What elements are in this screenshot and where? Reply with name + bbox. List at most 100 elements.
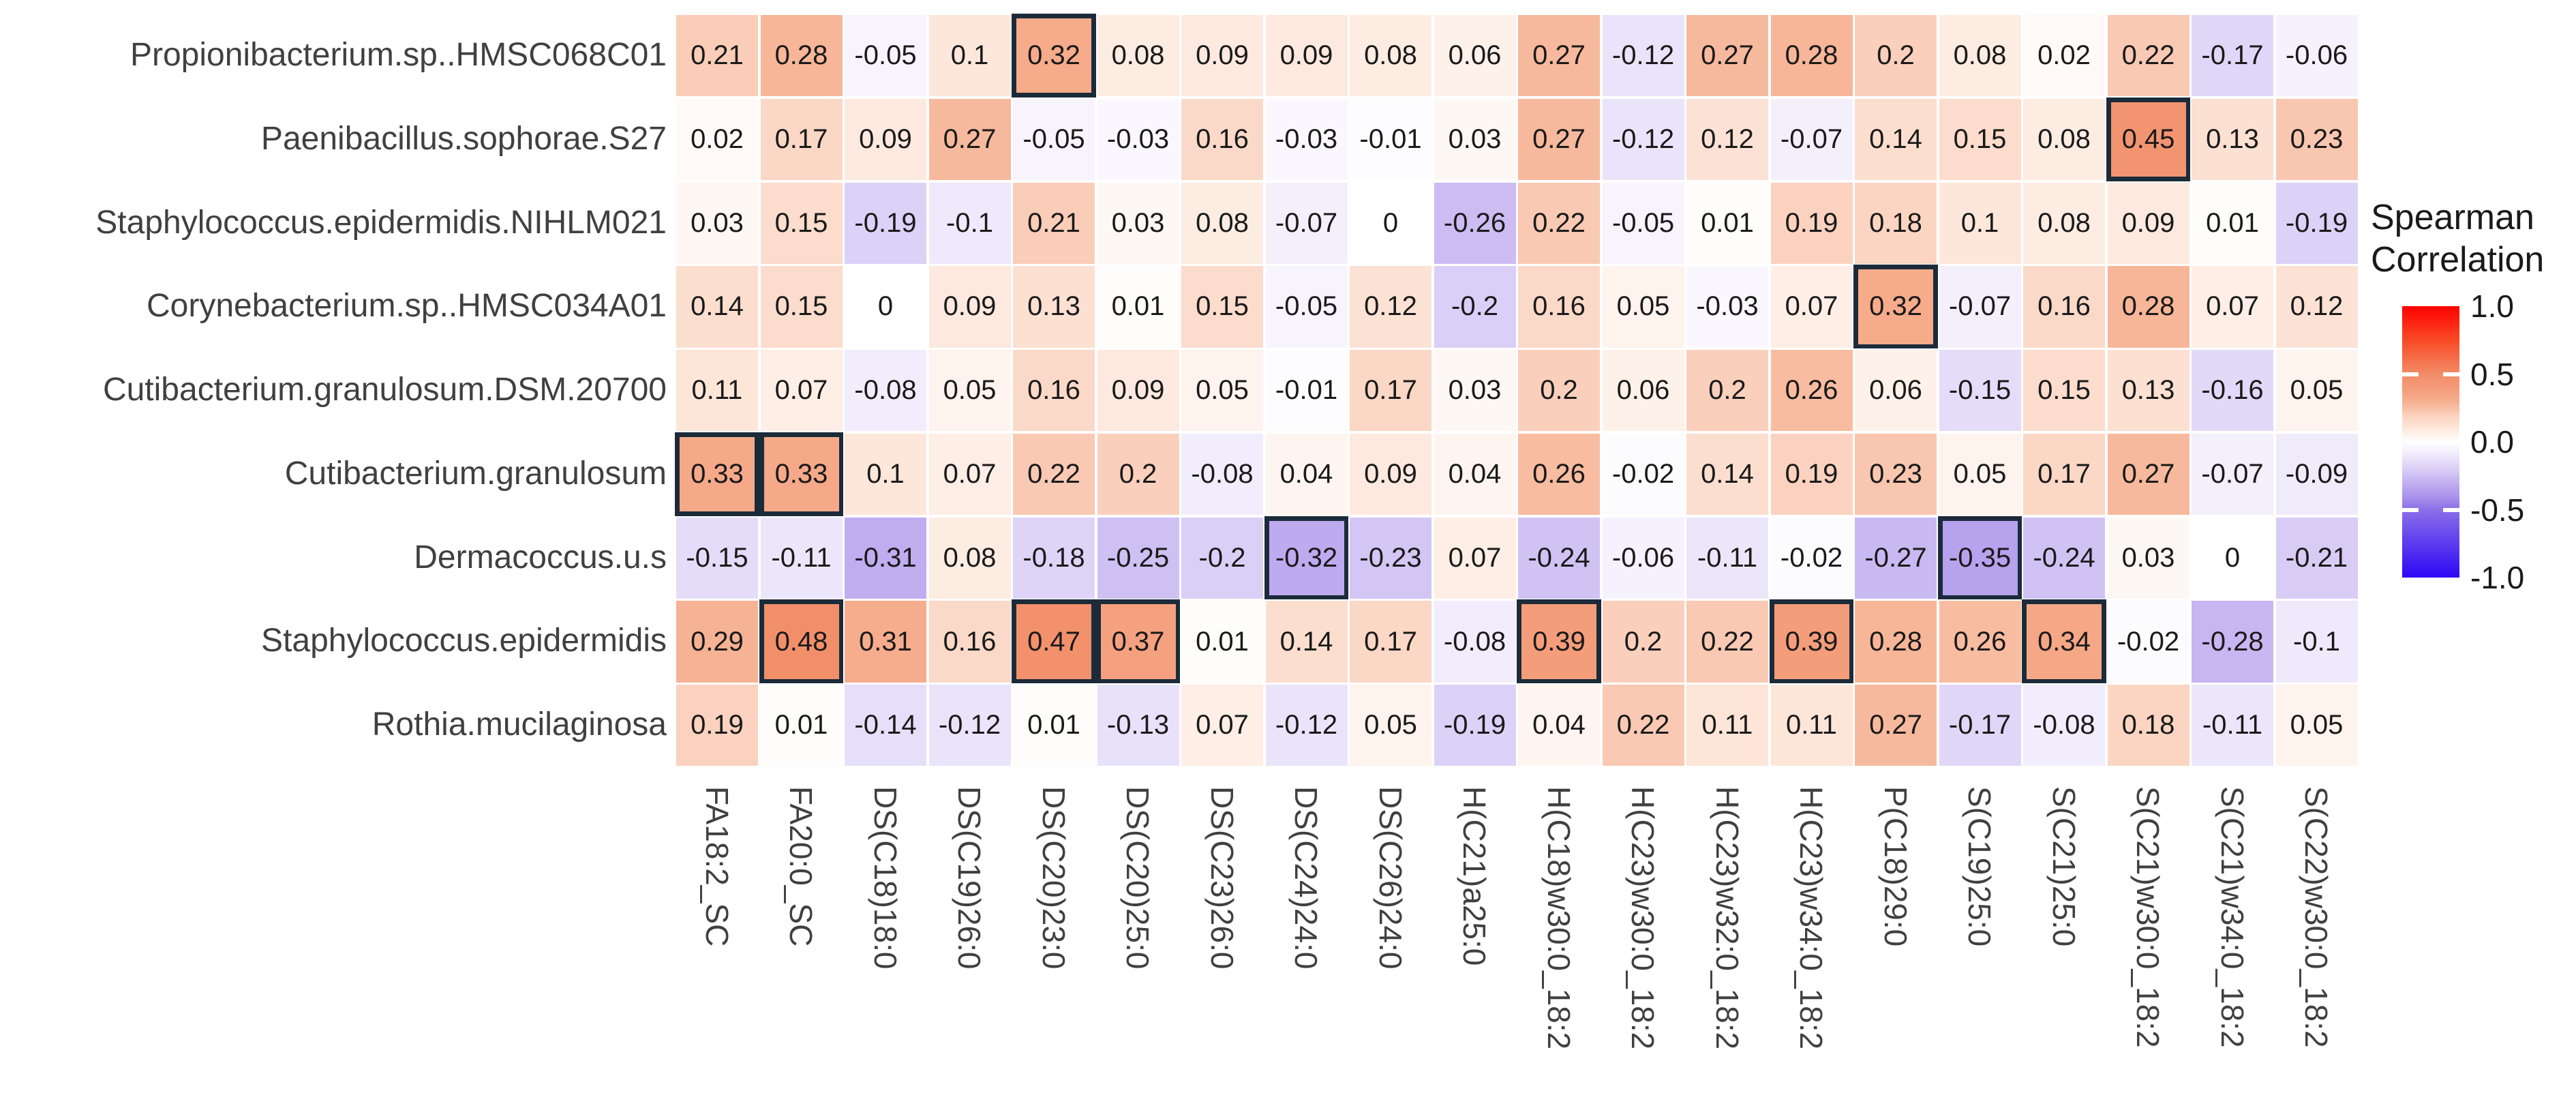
heatmap-cell-highlighted: 0.47 [1012,599,1096,684]
legend-tick-label: -1.0 [2470,560,2525,595]
heatmap-cell: 0.09 [1180,14,1264,98]
heatmap-cell: -0.02 [2106,599,2191,684]
heatmap-cell: 0.17 [1348,599,1433,684]
heatmap-cell: 0.15 [1180,265,1264,349]
heatmap-cell: -0.24 [2022,515,2106,600]
heatmap-cell: 0.1 [927,14,1012,98]
column-label: DS(C20)23:0 [1035,786,1072,970]
heatmap-cell: -0.2 [1432,265,1517,349]
heatmap-cell: -0.05 [1264,265,1349,349]
heatmap-cell: 0.15 [2022,348,2106,433]
heatmap-cell: 0.22 [1685,599,1770,684]
heatmap-cell: -0.11 [759,515,844,600]
heatmap-cell: 0.27 [1517,14,1601,98]
heatmap-cell: 0.2 [1095,432,1181,517]
heatmap-cell: -0.05 [843,14,928,98]
heatmap-cell: -0.17 [1937,683,2022,768]
heatmap-cell: -0.19 [1432,683,1517,768]
heatmap-cell: 0.07 [759,348,844,433]
column-label: S(C22)w30:0_18:2 [2299,786,2335,1048]
heatmap-cell: -0.01 [1264,348,1349,433]
heatmap-cell: 0.26 [1517,432,1601,517]
heatmap-cell: -0.14 [843,683,928,768]
heatmap-cell: 0.17 [759,97,844,182]
heatmap-cell: 0.21 [1012,181,1096,265]
heatmap-cell: 0.22 [1601,683,1686,768]
heatmap-cell: 0.1 [843,432,928,517]
heatmap-cell: 0.13 [1012,265,1096,349]
heatmap-cell: 0.22 [2106,14,2191,98]
heatmap-cell: 0.04 [1432,432,1517,517]
heatmap-cell: 0.11 [675,348,759,433]
heatmap-cell: 0.01 [2190,181,2275,265]
heatmap-cell: 0.17 [1348,348,1433,433]
heatmap-cell: 0.14 [1685,432,1770,517]
heatmap-cell: -0.28 [2190,599,2275,684]
row-label: Cutibacterium.granulosum.DSM.20700 [102,372,667,408]
heatmap-cell: 0.26 [1937,599,2022,684]
heatmap-cell: 0.23 [1853,432,1938,517]
heatmap-cell-highlighted: 0.32 [1012,14,1096,98]
heatmap-cell: -0.03 [1095,97,1181,182]
heatmap-cell: -0.26 [1432,181,1517,265]
heatmap-cell: -0.06 [1601,515,1686,600]
heatmap-cell: 0.05 [2274,348,2359,433]
column-label: DS(C19)26:0 [952,786,988,970]
heatmap-cell-highlighted: 0.39 [1769,599,1854,684]
heatmap-cell: 0.2 [1853,14,1938,98]
heatmap-cell: 0.28 [1769,14,1854,98]
row-label: Dermacoccus.u.s [414,539,667,576]
column-label: S(C21)w30:0_18:2 [2130,786,2166,1048]
heatmap-cell: 0.09 [2106,181,2191,265]
heatmap-cell: 0.07 [2190,265,2275,349]
heatmap-cell: 0.04 [1517,683,1601,768]
heatmap-cell: 0.27 [1853,683,1938,768]
heatmap-cell: 0.12 [1685,97,1770,182]
heatmap-cell: 0 [843,265,928,349]
heatmap-cell: -0.05 [1601,181,1686,265]
heatmap-cell: 0.06 [1432,14,1517,98]
heatmap-cell: 0.28 [2106,265,2191,349]
heatmap-cell-highlighted: 0.48 [759,599,844,684]
heatmap-cell: 0.2 [1601,599,1686,684]
legend-tick-mark [2402,507,2419,512]
heatmap-cell: 0.03 [1432,97,1517,182]
heatmap-cell: 0.14 [1853,97,1938,182]
heatmap-cell: -0.18 [1012,515,1096,600]
heatmap-cell: 0.01 [1095,265,1181,349]
column-label: DS(C23)26:0 [1204,786,1240,970]
heatmap-cell: 0.21 [675,14,759,98]
heatmap-cell: 0 [1348,181,1433,265]
legend-tick-mark [2402,372,2419,376]
heatmap-cell: 0.05 [1348,683,1433,768]
heatmap-cell: -0.15 [1937,348,2022,433]
heatmap-cell: 0.14 [675,265,759,349]
heatmap-cell-highlighted: -0.32 [1264,515,1349,600]
column-label: S(C21)w34:0_18:2 [2214,786,2250,1048]
row-label: Staphylococcus.epidermidis [261,623,667,659]
legend-title: Spearman Correlation [2371,196,2544,281]
heatmap-cell: -0.08 [2022,683,2106,768]
heatmap-cell: 0.22 [1517,181,1601,265]
heatmap-cell: -0.12 [927,683,1012,768]
legend-tick-mark [2443,507,2459,512]
heatmap-cell: 0.08 [2022,181,2106,265]
heatmap-cell: -0.1 [2274,599,2359,684]
heatmap-cell-highlighted: 0.39 [1517,599,1601,684]
heatmap-cell: 0.18 [2106,683,2191,768]
heatmap-cell: -0.31 [843,515,928,600]
heatmap-cell-highlighted: 0.45 [2106,97,2191,182]
heatmap-cell: 0.02 [2022,14,2106,98]
heatmap-cell-highlighted: 0.32 [1853,265,1938,349]
column-label: FA18:2_SC [699,786,735,947]
heatmap-cell: 0.13 [2190,97,2275,182]
heatmap-cell: 0.27 [2106,432,2191,517]
legend-tick-label: 0.5 [2470,356,2514,392]
heatmap-cell: 0.06 [1601,348,1686,433]
heatmap-cell: 0.09 [1264,14,1349,98]
heatmap-cell: 0.11 [1685,683,1770,768]
heatmap-cell: -0.19 [2274,181,2359,265]
heatmap-cell: 0.2 [1517,348,1601,433]
heatmap-cell: 0.05 [1601,265,1686,349]
heatmap-cell: 0.05 [1180,348,1264,433]
